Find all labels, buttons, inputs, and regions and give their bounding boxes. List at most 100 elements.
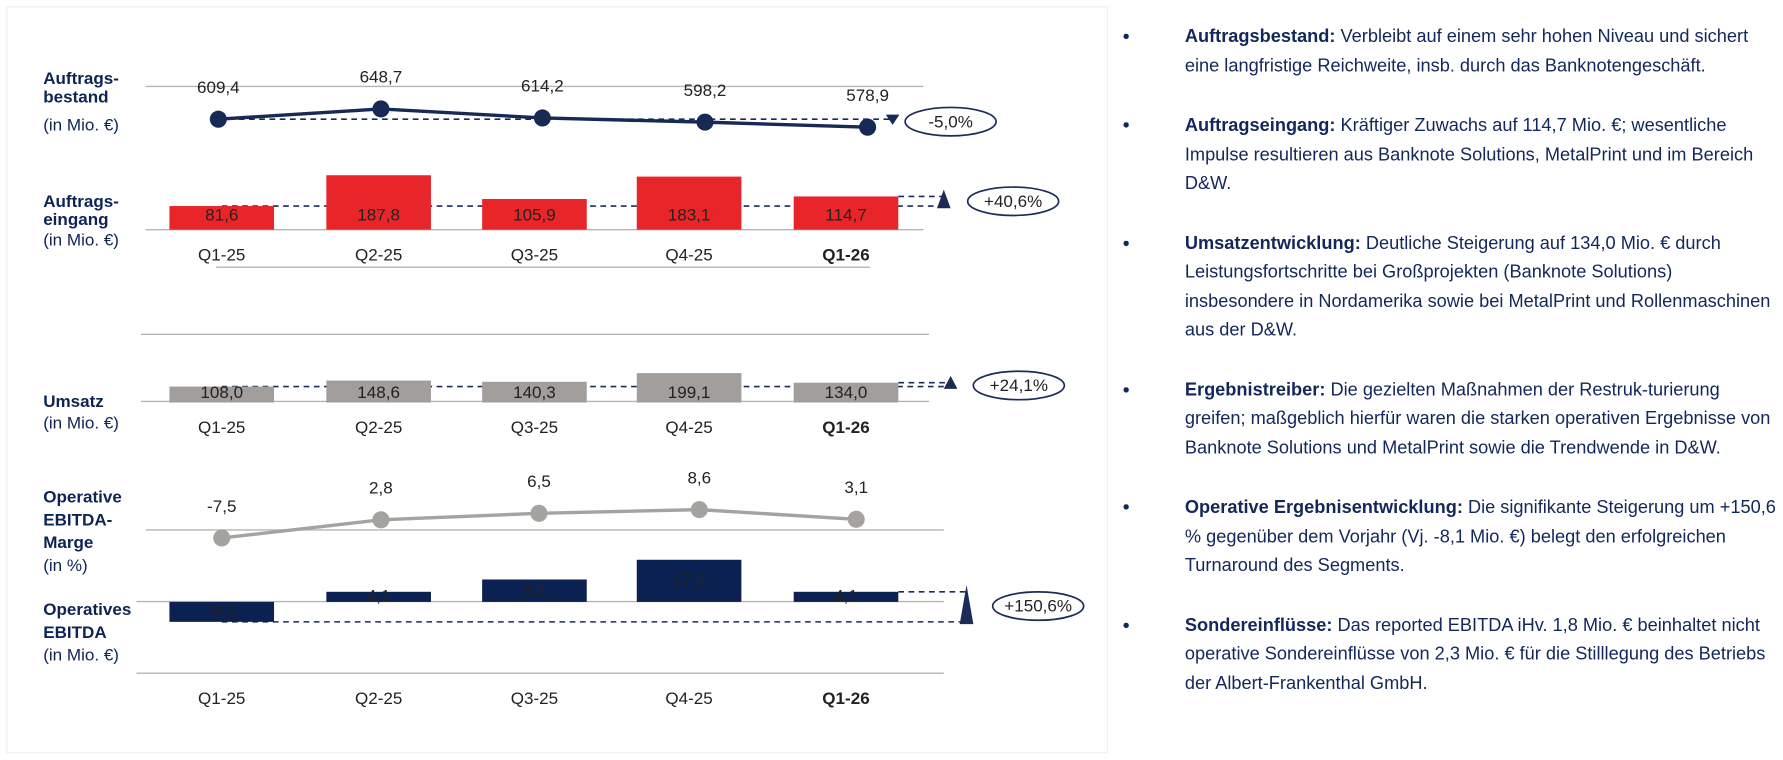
point	[372, 511, 390, 529]
bullet: Ergebnistreiber: Die gezielten Maßnahmen…	[1120, 376, 1780, 463]
charts: Auftrags-bestand (in Mio. €) 609,4 648,7 614…	[6, 6, 1109, 754]
bullet-text: Kräftiger Zuwachs auf 114,7 Mio. €; wese…	[1184, 115, 1754, 194]
bar	[793, 382, 899, 403]
bar	[326, 591, 431, 602]
bar	[326, 380, 431, 403]
bullet-text: Die gezielten Maßnahmen der Restruk-turi…	[1184, 380, 1771, 458]
x-tick-label: Q1-25	[198, 418, 245, 437]
x-tick-label: Q1-26	[822, 418, 869, 437]
point	[372, 100, 390, 118]
row-label: bestand	[43, 87, 108, 106]
point	[533, 109, 551, 127]
point	[696, 113, 714, 131]
x-tick-label: Q4-25	[665, 689, 712, 708]
point	[847, 510, 865, 528]
bar	[169, 386, 275, 403]
value-label: 183,1	[668, 206, 711, 225]
row-label: Umsatz	[43, 392, 104, 411]
value-label: 609,4	[197, 78, 240, 97]
bullet: Sondereinflüsse: Das reported EBITDA iHv…	[1120, 611, 1780, 698]
bullet-heading: Sondereinflüsse:	[1184, 615, 1333, 636]
value-label: 614,2	[521, 77, 564, 96]
value-label: -8,1	[207, 601, 236, 620]
x-tick-label: Q1-26	[822, 245, 869, 264]
bar	[482, 381, 587, 403]
bullet-heading: Auftragsbestand:	[1184, 27, 1336, 47]
bar	[326, 175, 431, 230]
x-tick-label: Q1-25	[198, 689, 245, 708]
bullet-heading: Auftragseingang:	[1184, 115, 1336, 136]
value-label: 81,6	[205, 206, 238, 225]
value-label: 8,6	[687, 468, 711, 487]
bullet: Auftragseingang: Kräftiger Zuwachs auf 1…	[1120, 111, 1780, 198]
x-tick-label: Q1-26	[822, 689, 869, 708]
x-tick-label: Q4-25	[665, 418, 712, 437]
bar	[636, 176, 742, 230]
arrow-head	[959, 584, 974, 625]
value-label: 108,0	[200, 383, 243, 402]
x-tick-label: Q2-25	[355, 418, 402, 437]
bar	[636, 373, 742, 403]
bar	[482, 579, 587, 602]
row-unit: (in Mio. €)	[43, 414, 119, 433]
point	[530, 504, 548, 522]
bar	[793, 591, 899, 602]
value-label: 134,0	[825, 383, 868, 402]
bar	[482, 198, 587, 230]
value-label: 598,2	[684, 81, 727, 100]
x-tick-label: Q4-25	[665, 245, 712, 264]
row-label: Marge	[43, 533, 93, 552]
value-label: 199,1	[668, 383, 711, 402]
value-label: 4,1	[834, 586, 858, 605]
value-label: 148,6	[357, 383, 400, 402]
frame	[6, 6, 1109, 754]
arrow-head	[943, 375, 958, 389]
x-tick-label: Q3-25	[511, 245, 558, 264]
bullet-text: Deutliche Steigerung auf 134,0 Mio. € du…	[1184, 233, 1771, 340]
bar	[169, 601, 275, 622]
x-tick-label: Q1-25	[198, 245, 245, 264]
change-label: +40,6%	[984, 192, 1042, 211]
bar	[636, 559, 742, 602]
bar	[169, 206, 275, 230]
value-label: 9,1	[523, 580, 547, 599]
value-label: 140,3	[513, 383, 556, 402]
point	[209, 110, 227, 128]
change-badge	[991, 591, 1085, 622]
bullet: Auftragsbestand: Verbleibt auf einem seh…	[1120, 23, 1780, 81]
point	[690, 501, 708, 519]
value-label: 578,9	[846, 86, 889, 105]
change-label: +150,6%	[1004, 597, 1072, 616]
x-tick-label: Q2-25	[355, 689, 402, 708]
bullet-heading: Ergebnistreiber:	[1184, 380, 1326, 400]
change-badge	[972, 370, 1066, 401]
row-label: Operatives	[43, 600, 131, 619]
value-label: 648,7	[360, 68, 403, 87]
change-label: -5,0%	[928, 112, 973, 131]
change-label: +24,1%	[990, 376, 1048, 395]
value-label: 187,8	[357, 206, 400, 225]
bullet-text: Das reported EBITDA iHv. 1,8 Mio. € bein…	[1184, 615, 1766, 694]
change-badge	[904, 106, 997, 137]
value-label: 105,9	[513, 206, 556, 225]
bullet: Umsatzentwicklung: Deutliche Steigerung …	[1120, 229, 1780, 345]
arrow-head	[936, 189, 951, 209]
row-label: Auftrags-	[43, 192, 119, 211]
bullet: Operative Ergebnisentwicklung: Die signi…	[1120, 494, 1780, 581]
row-unit: (in %)	[43, 556, 88, 575]
row-unit: (in Mio. €)	[43, 231, 119, 250]
row-unit: (in Mio. €)	[43, 646, 119, 665]
row-label: Auftrags-	[43, 69, 119, 88]
arrow-head	[885, 114, 900, 125]
bar	[793, 196, 899, 230]
value-label: 17,1	[672, 570, 705, 589]
change-badge	[966, 186, 1060, 217]
x-tick-label: Q3-25	[511, 418, 558, 437]
value-label: 4,1	[367, 586, 391, 605]
value-label: -7,5	[207, 497, 236, 516]
row-label: EBITDA	[43, 623, 106, 642]
bullet-heading: Operative Ergebnisentwicklung:	[1184, 498, 1463, 518]
row-label: eingang	[43, 210, 108, 229]
